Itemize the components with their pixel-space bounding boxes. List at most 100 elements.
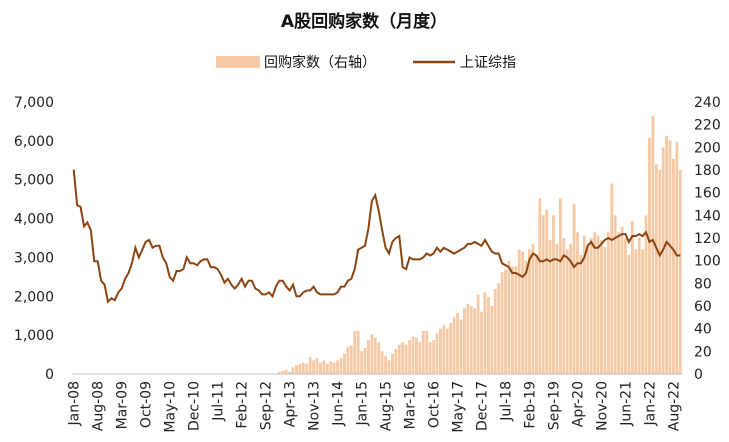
bar xyxy=(620,226,624,374)
bar xyxy=(301,362,305,374)
x-tick-label: May-10 xyxy=(163,381,179,433)
bar xyxy=(435,333,439,374)
bar xyxy=(449,323,453,374)
bar xyxy=(452,317,456,374)
y-right-tick-label: 0 xyxy=(694,367,703,383)
bar xyxy=(363,347,367,374)
bar xyxy=(411,336,415,374)
y-right-tick-label: 20 xyxy=(694,344,712,360)
bar xyxy=(624,238,627,374)
x-tick-label: Aug-08 xyxy=(91,381,107,431)
bar xyxy=(281,370,285,374)
bar xyxy=(377,342,381,374)
bar xyxy=(442,325,446,374)
bar xyxy=(610,183,614,374)
bar xyxy=(360,351,363,374)
bar xyxy=(627,255,631,374)
bar xyxy=(384,355,387,374)
bar xyxy=(284,369,288,374)
bar xyxy=(510,266,514,374)
bar xyxy=(528,249,531,374)
bar xyxy=(428,342,432,374)
bar xyxy=(596,235,600,374)
bar xyxy=(569,243,573,374)
x-tick-label: May-17 xyxy=(451,381,467,433)
bar xyxy=(545,209,549,374)
x-tick-label: Oct-16 xyxy=(427,381,443,428)
bar xyxy=(486,296,490,374)
x-tick-label: Aug-22 xyxy=(666,381,682,431)
bar xyxy=(476,294,480,374)
bar xyxy=(370,334,374,374)
bar xyxy=(380,351,384,374)
bar xyxy=(421,330,425,374)
x-tick-label: Oct-09 xyxy=(139,381,155,428)
bar xyxy=(589,238,593,374)
bar xyxy=(497,283,501,374)
x-tick-label: Jan-15 xyxy=(355,381,371,426)
bar xyxy=(531,243,535,374)
bar xyxy=(654,164,658,374)
y-right-tick-label: 220 xyxy=(694,118,721,134)
x-tick-label: Jan-22 xyxy=(642,381,658,426)
y-left-tick-label: 7,000 xyxy=(14,95,54,111)
legend-bar-swatch xyxy=(216,56,260,68)
bar xyxy=(661,147,665,374)
bar xyxy=(678,170,682,374)
bar xyxy=(668,140,672,374)
x-tick-label: Jul-11 xyxy=(211,381,227,422)
x-tick-label: Dec-10 xyxy=(187,381,203,431)
bar xyxy=(548,240,552,374)
bar xyxy=(617,232,621,374)
bar xyxy=(490,306,494,374)
bar xyxy=(648,138,651,374)
bar xyxy=(466,303,470,374)
bar xyxy=(600,240,603,374)
bar xyxy=(517,249,521,374)
bar xyxy=(459,319,463,374)
y-left-tick-label: 1,000 xyxy=(14,328,54,344)
bar xyxy=(637,238,641,374)
bar xyxy=(408,340,411,374)
bar xyxy=(308,357,312,374)
bar xyxy=(665,136,668,374)
bar xyxy=(462,308,466,374)
bar xyxy=(672,158,675,374)
x-tick-label: Sep-19 xyxy=(547,381,563,430)
bar xyxy=(288,371,292,374)
y-right-tick-label: 100 xyxy=(694,254,721,270)
bar xyxy=(514,266,518,374)
y-right-tick-label: 140 xyxy=(694,208,721,224)
legend: 回购家数（右轴） 上证综指 xyxy=(216,54,516,71)
y-right-tick-label: 60 xyxy=(694,299,712,315)
x-tick-label: Mar-16 xyxy=(403,381,419,429)
bar xyxy=(572,204,576,374)
x-tick-label: Jun-21 xyxy=(619,381,635,427)
legend-bar-label: 回购家数（右轴） xyxy=(264,54,376,71)
bar xyxy=(582,235,586,374)
y-axis-left: 0 1,000 2,000 3,000 4,000 5,000 6,000 7,000 xyxy=(14,95,54,383)
bar xyxy=(507,260,511,374)
bar xyxy=(312,360,316,374)
bar xyxy=(493,289,497,374)
x-tick-label: Apr-13 xyxy=(283,381,299,427)
bar xyxy=(586,243,590,374)
bar xyxy=(579,255,583,374)
bar xyxy=(630,221,634,374)
x-tick-label: Jun-14 xyxy=(331,381,347,427)
bar xyxy=(415,337,418,374)
bar xyxy=(277,371,281,374)
bar xyxy=(651,115,655,374)
bar xyxy=(524,260,528,374)
bar xyxy=(394,349,398,374)
x-axis-ticks: Jan-08 Aug-08 Mar-09 Oct-09 May-10 Dec-10 Jul-… xyxy=(67,381,683,433)
line-series xyxy=(72,169,681,304)
y-right-tick-label: 240 xyxy=(694,95,721,111)
y-right-tick-label: 80 xyxy=(694,276,712,292)
bar xyxy=(336,360,339,374)
bar xyxy=(373,337,377,374)
bar xyxy=(315,358,319,374)
x-tick-label: Jul-18 xyxy=(499,381,515,422)
bar-series xyxy=(277,115,682,374)
bar xyxy=(534,255,538,374)
